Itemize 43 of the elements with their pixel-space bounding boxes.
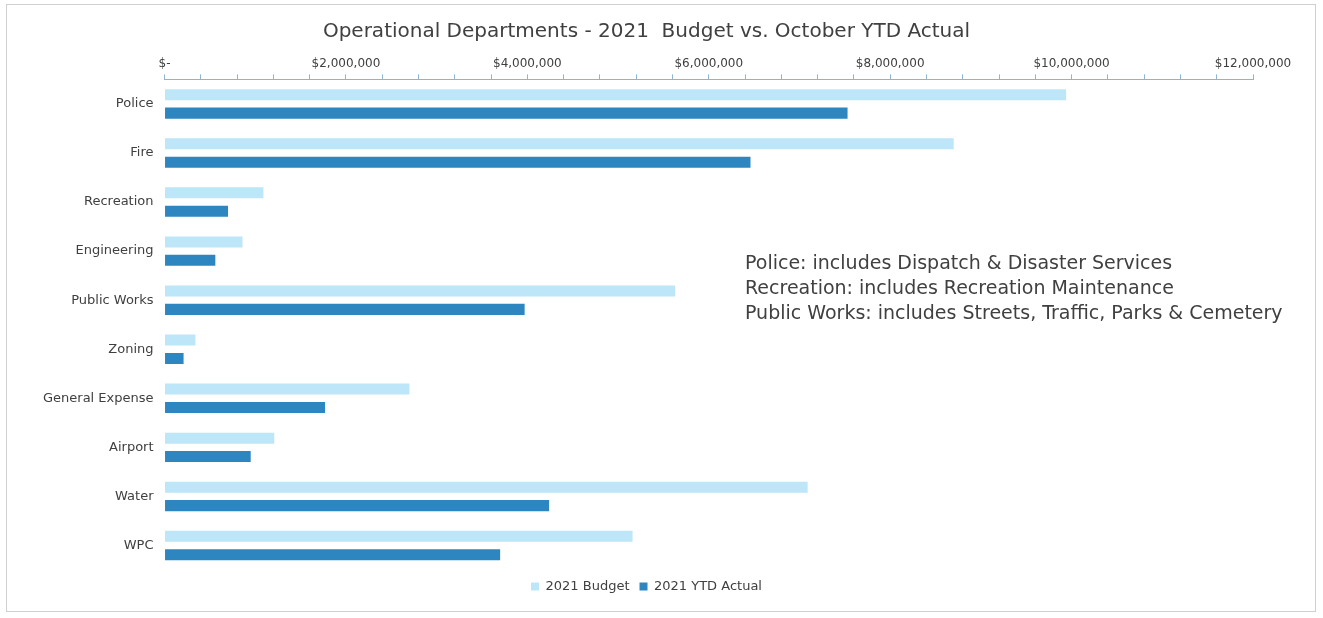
y-tick-label: Water <box>115 487 155 503</box>
bar <box>165 303 525 315</box>
x-tick-label: $12,000,000 <box>1214 56 1292 71</box>
annotation: Public Works: includes Streets, Traffic, Parks & Cemetery <box>745 300 1283 325</box>
bar <box>165 500 550 512</box>
x-tick-label: $8,000,000 <box>855 56 925 71</box>
bar <box>165 285 676 297</box>
chart-title: Operational Departments - 2021 Budget vs. October YTD Actual <box>322 18 971 43</box>
legend-label: 2021 YTD Actual <box>654 577 762 593</box>
y-tick-label: WPC <box>123 536 154 552</box>
bar <box>165 352 184 364</box>
bar <box>165 401 326 414</box>
x-tick-label: $2,000,000 <box>311 56 381 71</box>
y-tick-label: Engineering <box>75 242 154 258</box>
bar <box>165 138 954 150</box>
annotation: Police: includes Dispatch & Disaster Services <box>745 250 1174 275</box>
annotation: Recreation: includes Recreation Maintenance <box>745 275 1175 300</box>
bar <box>165 236 243 248</box>
bar <box>165 432 275 444</box>
legend-label: 2021 Budget <box>545 577 630 593</box>
bar <box>165 156 751 168</box>
x-tick-label: $6,000,000 <box>674 56 744 71</box>
bar <box>165 383 410 395</box>
x-tick-label: $- <box>158 56 171 71</box>
bar <box>165 481 808 493</box>
y-tick-label: Zoning <box>108 340 154 356</box>
y-tick-label: Fire <box>130 144 154 160</box>
y-tick-label: General Expense <box>42 389 154 405</box>
y-tick-label: Recreation <box>84 193 154 209</box>
bar <box>165 334 196 346</box>
bar <box>165 187 264 199</box>
y-tick-label: Airport <box>109 438 154 454</box>
bar <box>165 451 251 463</box>
y-tick-label: Public Works <box>71 291 154 307</box>
bar <box>165 107 848 119</box>
bar <box>165 530 633 542</box>
y-tick-label: Police <box>115 95 154 111</box>
bar <box>165 205 229 217</box>
x-tick-label: $4,000,000 <box>493 56 562 71</box>
bar <box>165 549 501 561</box>
bar <box>165 89 1067 101</box>
x-tick-label: $10,000,000 <box>1033 56 1110 71</box>
bar <box>165 254 216 266</box>
